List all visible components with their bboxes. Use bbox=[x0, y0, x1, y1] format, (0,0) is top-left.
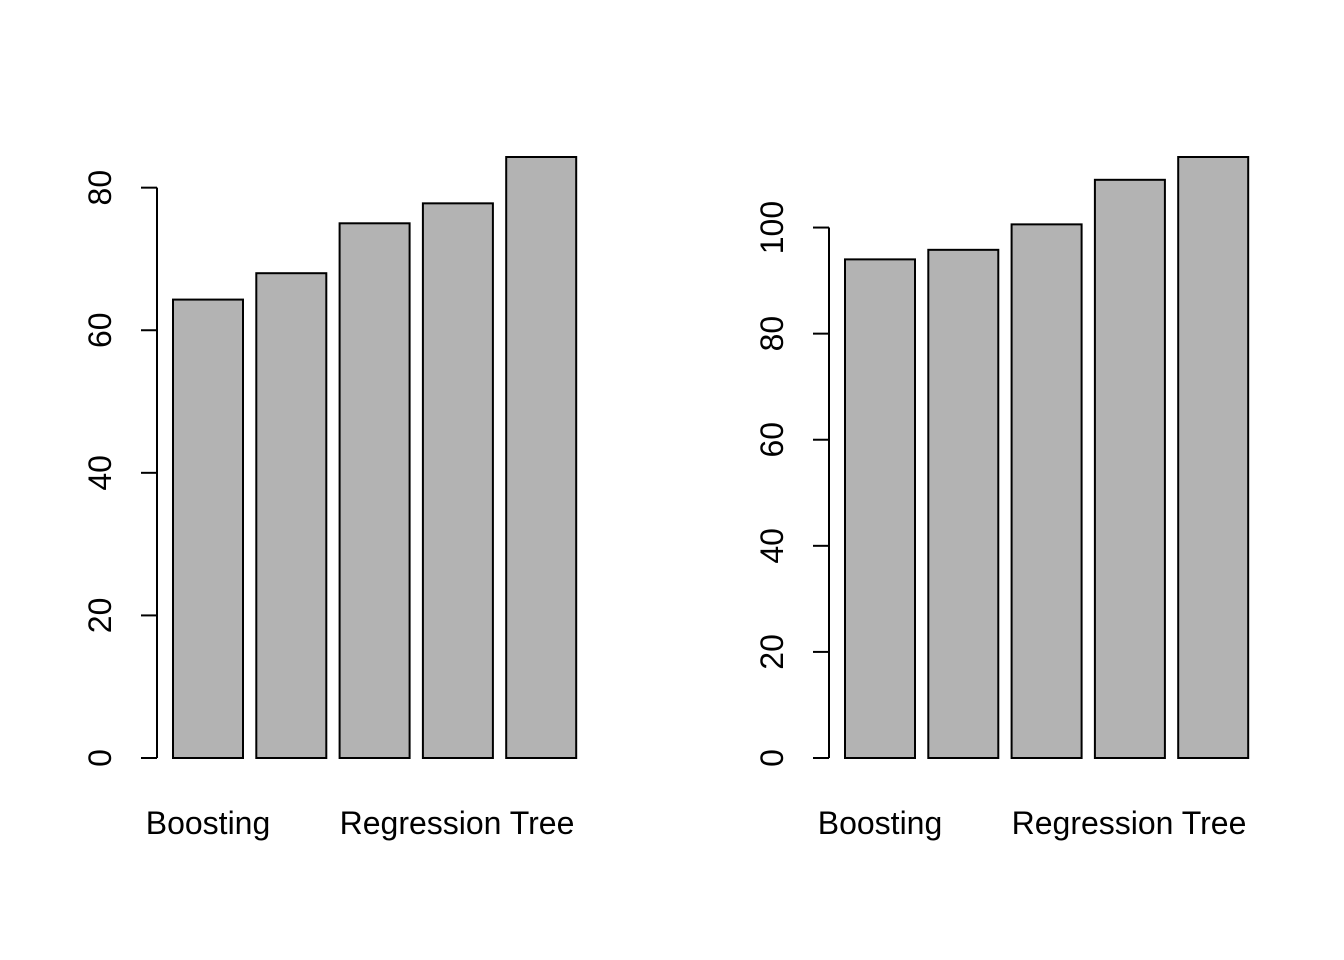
left-y-tick-label-80: 80 bbox=[82, 170, 118, 206]
left-bar-1 bbox=[172, 298, 244, 759]
right-bar-4 bbox=[1093, 178, 1166, 760]
right-y-tick-label-100: 100 bbox=[754, 201, 790, 254]
left-bars bbox=[172, 156, 578, 759]
left-bar-4 bbox=[421, 202, 494, 759]
left-category-label-regression-tree: Regression Tree bbox=[340, 805, 575, 841]
right-y-tick-label-20: 20 bbox=[754, 634, 790, 670]
left-bar-5 bbox=[505, 156, 578, 759]
left-y-tick-label-20: 20 bbox=[82, 598, 118, 634]
right-category-labels: Boosting Regression Tree bbox=[818, 805, 1247, 841]
left-y-tick-label-60: 60 bbox=[82, 312, 118, 348]
left-category-label-boosting: Boosting bbox=[146, 805, 271, 841]
left-y-axis: 0 20 40 60 80 bbox=[82, 170, 158, 767]
left-bar-3 bbox=[338, 222, 411, 759]
right-category-label-boosting: Boosting bbox=[818, 805, 943, 841]
left-category-labels: Boosting Regression Tree bbox=[146, 805, 575, 841]
right-y-tick-label-40: 40 bbox=[754, 528, 790, 564]
right-y-tick-label-0: 0 bbox=[754, 749, 790, 767]
right-y-axis: 0 20 40 60 80 100 bbox=[754, 201, 830, 767]
right-bar-5 bbox=[1177, 156, 1250, 759]
left-bar-2 bbox=[255, 272, 328, 759]
left-y-tick-label-0: 0 bbox=[82, 749, 118, 767]
left-bar-chart: 0 20 40 60 80 Boosting Regression Tree bbox=[82, 156, 578, 841]
right-y-tick-label-60: 60 bbox=[754, 422, 790, 458]
right-bar-2 bbox=[927, 248, 1000, 759]
right-bar-chart: 0 20 40 60 80 100 Boosting Regression Tree bbox=[754, 156, 1250, 841]
left-y-tick-label-40: 40 bbox=[82, 455, 118, 491]
right-bars bbox=[844, 156, 1250, 760]
right-category-label-regression-tree: Regression Tree bbox=[1012, 805, 1247, 841]
right-bar-3 bbox=[1010, 223, 1083, 759]
right-bar-1 bbox=[844, 258, 916, 759]
right-y-tick-label-80: 80 bbox=[754, 316, 790, 352]
